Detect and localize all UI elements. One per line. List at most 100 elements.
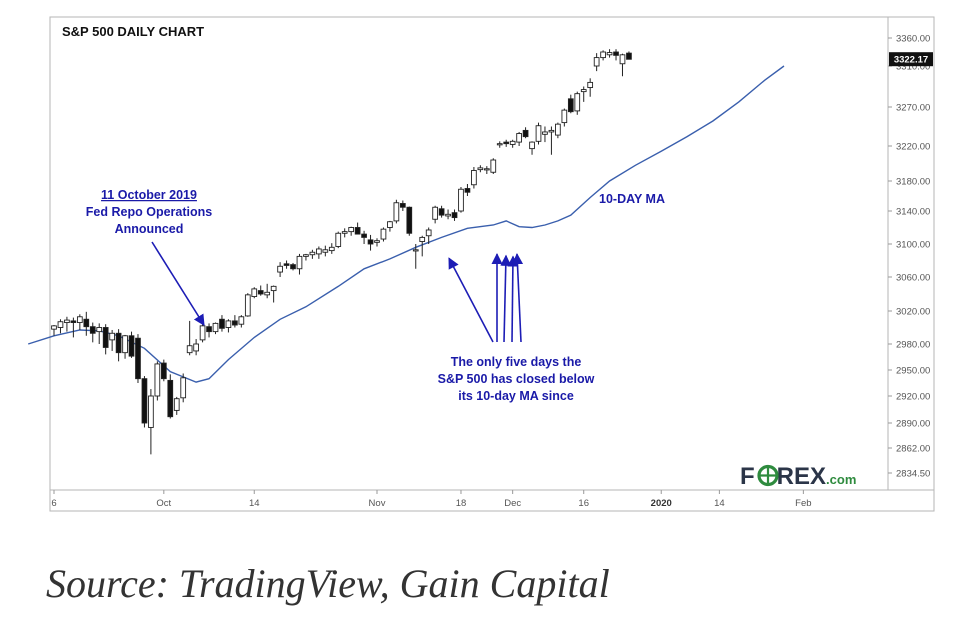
candle-body-down (115, 332, 122, 354)
candle-body-up (348, 227, 355, 233)
candle (283, 260, 290, 269)
candle-body-up (186, 345, 193, 354)
candle-body-up (587, 81, 594, 88)
candle (593, 53, 600, 72)
candle-body-down (102, 327, 109, 348)
candle (225, 319, 232, 333)
candle-body-up (509, 140, 516, 145)
candle (509, 139, 516, 148)
candle-body-up (122, 335, 128, 354)
candle (580, 86, 587, 102)
y-tick-label: 2890.00 (896, 419, 930, 430)
candle-body-up (225, 320, 232, 328)
candle (303, 253, 309, 261)
candle-body-down (406, 206, 413, 234)
logo-text-rex: REX (777, 463, 826, 490)
ma-label: 10-DAY MA (599, 192, 665, 206)
candle (542, 126, 548, 143)
candle-body-down (567, 98, 574, 113)
plot-frame (49, 16, 889, 491)
candle-body-up (154, 363, 161, 397)
candle (251, 287, 258, 299)
annotation-fed-line1: 11 October 2019 (101, 188, 197, 202)
y-tick-label: 3310.00 (896, 62, 930, 73)
candle (412, 244, 419, 269)
candle (348, 226, 355, 236)
source-caption: Source: TradingView, Gain Capital (46, 561, 610, 606)
candle (374, 238, 380, 247)
candle-body-up (580, 89, 587, 93)
candle-body-up (529, 141, 535, 150)
candle-body-up (277, 265, 283, 273)
candle-body-down (613, 51, 619, 56)
candle-body-up (199, 325, 206, 341)
candle-body-up (561, 109, 568, 124)
candle (613, 49, 619, 61)
y-tick-label: 2980.00 (896, 340, 930, 351)
five-day-arrow (448, 257, 494, 343)
chart-title: S&P 500 DAILY CHART (62, 24, 204, 39)
candle-body-up (425, 229, 432, 237)
candle (115, 329, 122, 362)
candle (393, 199, 400, 224)
candle-body-up (303, 254, 309, 257)
y-tick-label: 3100.00 (896, 240, 930, 251)
candle (76, 314, 83, 330)
candle (83, 311, 90, 336)
candle-body-up (593, 57, 600, 67)
candle (199, 323, 206, 343)
candle-body-down (141, 378, 148, 424)
candle (380, 227, 387, 242)
candle (367, 234, 374, 251)
y-tick-label: 2950.00 (896, 366, 930, 377)
candle (419, 235, 426, 257)
candle (232, 315, 238, 328)
y-tick-label: 3140.00 (896, 207, 930, 218)
candle-body-up (335, 232, 342, 247)
candle-body-up (619, 54, 626, 65)
candle-body-up (483, 168, 490, 171)
candle (458, 187, 464, 213)
y-tick-label: 3060.00 (896, 273, 930, 284)
candle (425, 227, 432, 244)
annotation-fed-repo: 11 October 2019 Fed Repo Operations Anno… (86, 188, 212, 326)
candle (141, 376, 148, 428)
five-day-arrow (500, 254, 512, 343)
candle-body-up (64, 319, 70, 324)
candle-body-down (361, 233, 367, 238)
y-tick-label: 2920.00 (896, 392, 930, 403)
candle (548, 126, 555, 155)
candle (406, 206, 413, 236)
candle-body-up (309, 251, 316, 256)
candle-body-down (89, 326, 96, 334)
y-tick-label: 3270.00 (896, 103, 930, 114)
candle-body-up (76, 316, 83, 323)
candle (64, 316, 70, 332)
candle-body-up (251, 288, 258, 297)
candle-body-up (412, 249, 419, 252)
candle-body-up (193, 343, 199, 352)
candle (70, 317, 77, 338)
candle-body-down (232, 320, 238, 326)
last-price-marker: 3322.17 (889, 52, 933, 67)
candle (173, 396, 180, 415)
candle (212, 322, 219, 335)
candle (399, 200, 406, 211)
candle (277, 262, 283, 277)
x-tick-label: 14 (714, 498, 725, 509)
candle-body-up (548, 129, 555, 133)
x-tick-label: 18 (456, 498, 467, 509)
candle (290, 262, 296, 271)
candle (135, 334, 141, 383)
candle (316, 246, 322, 259)
candle (296, 253, 303, 275)
candle-body-down (290, 264, 296, 270)
candle-body-down (206, 326, 212, 333)
candle-body-up (490, 159, 497, 173)
candle-body-up (148, 395, 154, 428)
candle-body-up (445, 213, 451, 217)
candle (432, 205, 438, 224)
annotation-fed-line2: Fed Repo Operations (86, 205, 212, 219)
candle (154, 361, 161, 401)
